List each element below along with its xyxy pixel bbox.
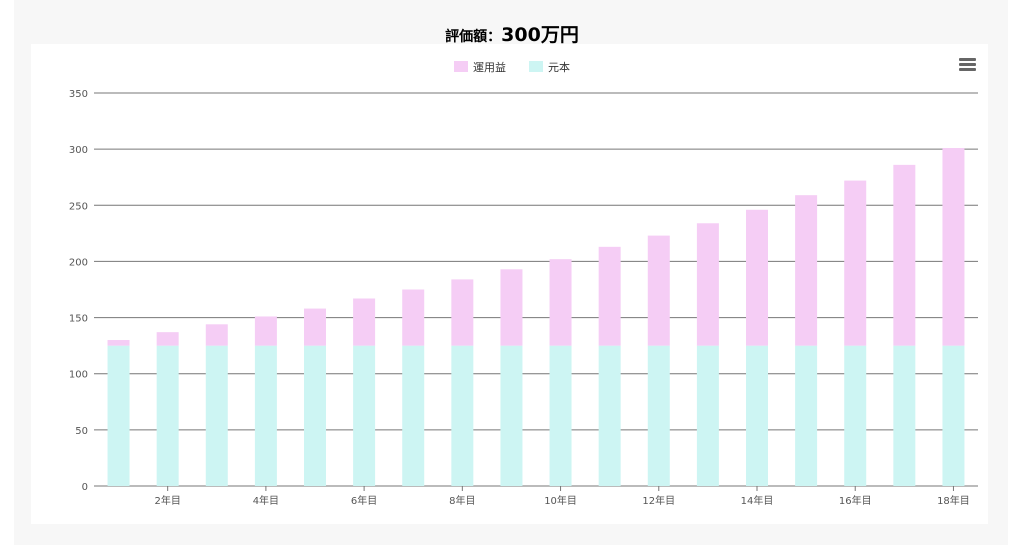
bar-profit xyxy=(500,269,523,346)
y-tick-label: 250 xyxy=(69,201,88,212)
bar-profit xyxy=(696,223,719,346)
bar-profit xyxy=(205,324,228,346)
bar-principal xyxy=(795,345,818,486)
bar-profit xyxy=(647,235,670,346)
bar-profit xyxy=(254,316,277,346)
menu-line xyxy=(959,68,976,71)
y-tick-label: 150 xyxy=(69,314,88,325)
y-tick-label: 200 xyxy=(69,257,88,268)
x-tick-label: 6年目 xyxy=(351,494,377,507)
legend-swatch xyxy=(529,61,543,72)
bar-profit xyxy=(107,340,130,346)
bar-principal xyxy=(402,345,425,486)
bar-principal xyxy=(647,345,670,486)
x-tick-label: 16年目 xyxy=(839,494,872,507)
bar-profit xyxy=(598,246,621,346)
bar-profit xyxy=(451,279,474,346)
y-tick-label: 0 xyxy=(82,482,88,493)
y-tick-label: 50 xyxy=(75,426,88,437)
x-tick-label: 2年目 xyxy=(154,494,180,507)
bar-principal xyxy=(844,345,867,486)
bar-principal xyxy=(254,345,277,486)
y-tick-label: 300 xyxy=(69,145,88,156)
bar-principal xyxy=(451,345,474,486)
legend-label: 元本 xyxy=(548,60,570,74)
title-value: 300万円 xyxy=(501,24,579,46)
menu-line xyxy=(959,58,976,61)
bar-principal xyxy=(549,345,572,486)
bar-principal xyxy=(746,345,768,486)
bar-profit xyxy=(844,180,867,346)
hamburger-menu-icon[interactable] xyxy=(959,58,976,72)
title-label: 評価額： xyxy=(445,29,502,45)
bar-principal xyxy=(893,345,916,486)
x-tick-label: 14年目 xyxy=(741,494,774,507)
bar-profit xyxy=(893,164,916,346)
x-tick-label: 8年目 xyxy=(449,494,475,507)
bar-principal xyxy=(696,345,719,486)
bar-principal xyxy=(205,345,228,486)
legend-swatch xyxy=(454,61,468,72)
bar-profit xyxy=(549,259,572,346)
y-tick-label: 100 xyxy=(69,370,88,381)
bar-profit xyxy=(942,148,965,346)
x-tick-label: 4年目 xyxy=(253,494,279,507)
x-tick-label: 12年目 xyxy=(642,494,675,507)
legend-label: 運用益 xyxy=(473,60,506,74)
bar-principal xyxy=(107,345,130,486)
bar-profit xyxy=(795,195,818,346)
x-tick-label: 10年目 xyxy=(544,494,577,507)
bar-principal xyxy=(304,345,326,486)
bar-profit xyxy=(353,298,376,346)
x-tick-label: 18年目 xyxy=(937,494,970,507)
bar-principal xyxy=(156,345,179,486)
bar-profit xyxy=(156,332,179,346)
bar-profit xyxy=(304,308,326,346)
bar-profit xyxy=(746,209,768,346)
menu-line xyxy=(959,63,976,66)
chart-title: 評価額：300万円 xyxy=(0,20,1024,47)
bar-principal xyxy=(942,345,965,486)
y-tick-label: 350 xyxy=(69,89,88,100)
bar-principal xyxy=(598,345,621,486)
bar-principal xyxy=(500,345,523,486)
bar-principal xyxy=(353,345,376,486)
bar-profit xyxy=(402,289,425,346)
